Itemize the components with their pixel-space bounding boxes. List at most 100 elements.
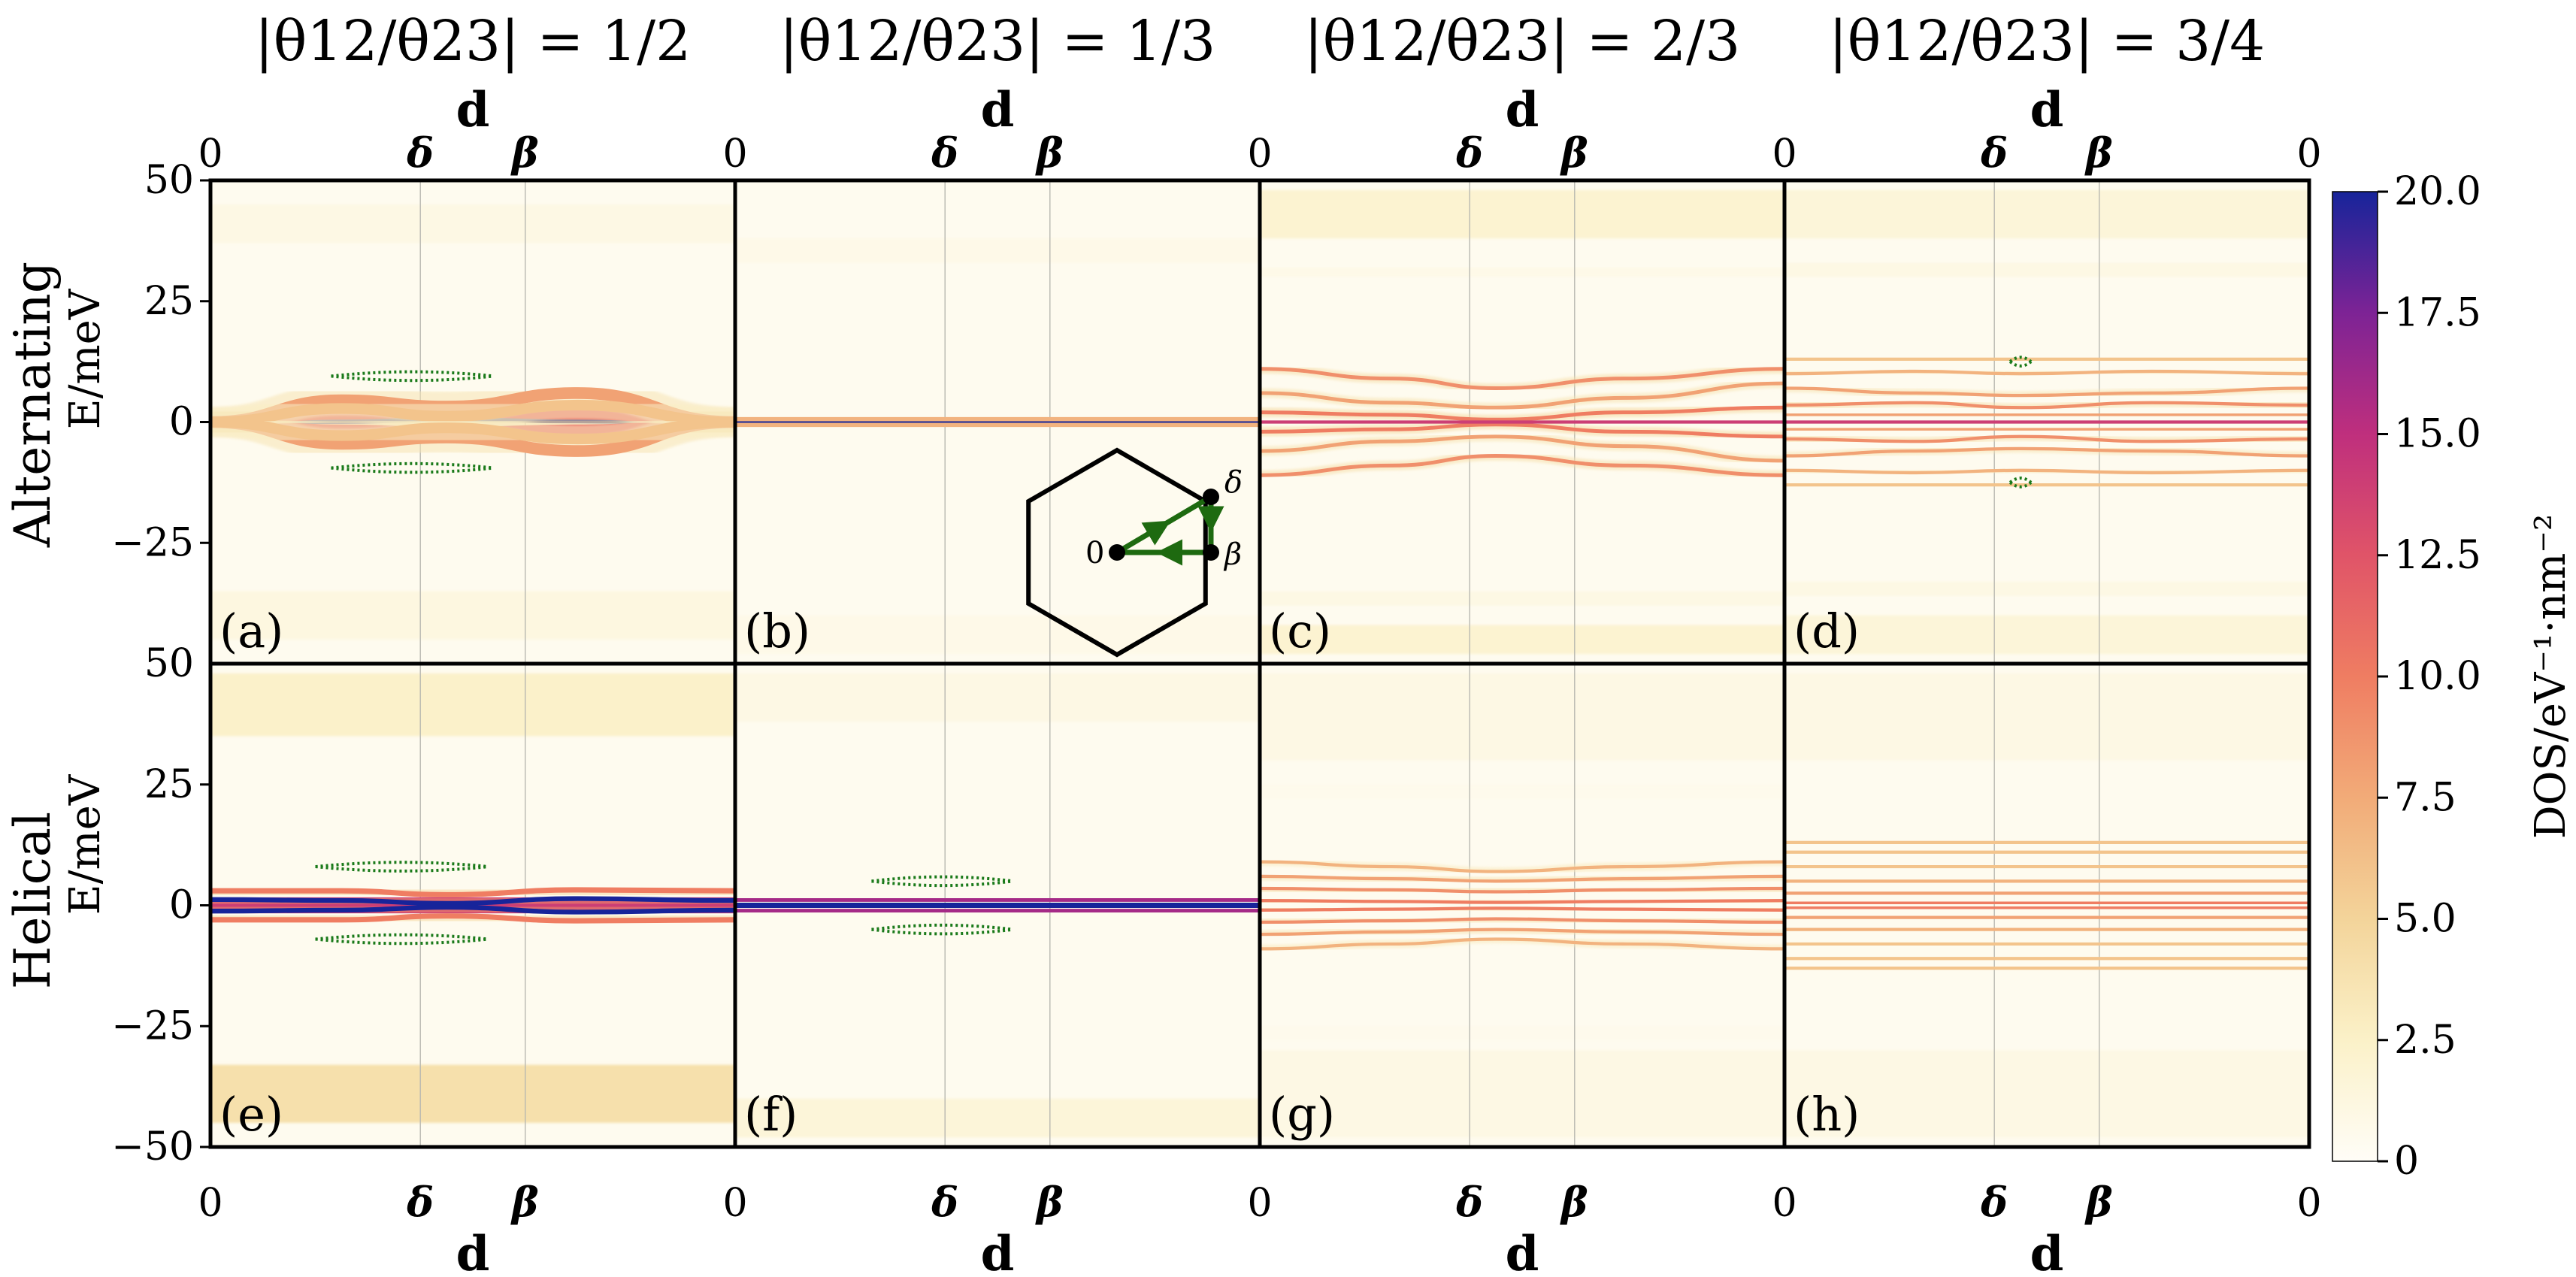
x-axis-label-top-4: d: [2030, 82, 2064, 138]
y-tick-label: −25: [111, 1003, 194, 1049]
dos-band: [735, 615, 1260, 655]
colorbar-tick-label: 10.0: [2394, 654, 2481, 699]
qp-gap-dots: [331, 466, 495, 474]
qp-gap-dots: [871, 879, 1014, 888]
panel-letter: (a): [219, 604, 283, 658]
column-title-1: |θ12/θ23| = 1/2: [255, 9, 691, 74]
energy-level: [1260, 454, 1784, 477]
energy-level: [1260, 860, 1784, 873]
x-tick-label-bottom: 0: [1772, 1181, 1797, 1226]
energy-level: [1784, 386, 2309, 398]
qp-gap-dots: [315, 933, 489, 941]
panel-letter: (b): [744, 604, 810, 658]
qp-gap-dots: [331, 370, 495, 378]
bz-point: [1203, 544, 1219, 561]
panel-h: (h): [1782, 661, 2311, 1149]
y-tick-label: 0: [169, 883, 194, 928]
dos-band: [210, 204, 735, 244]
energy-level: [1784, 446, 2309, 458]
x-tick-label-top: 0: [722, 132, 747, 177]
panel-c: (c): [1258, 178, 1787, 666]
qp-gap-dots: [315, 937, 489, 946]
panel-g: (g): [1258, 661, 1787, 1149]
x-tick-label-bottom: δ: [931, 1178, 958, 1226]
panel-letter: (g): [1269, 1087, 1335, 1142]
y-axis-label-bottom: E/meV: [61, 773, 110, 915]
bz-inset: 0 δ β: [1026, 447, 1243, 658]
qp-gap-dots: [2008, 477, 2033, 484]
x-axis-label-top-3: d: [1506, 82, 1539, 138]
panel-b: (b) 0 δ β: [733, 178, 1262, 666]
dos-band: [1260, 591, 1784, 606]
colorbar-tick-label: 0: [2394, 1139, 2419, 1184]
qp-gap-dots: [315, 865, 489, 873]
y-tick-label: −50: [111, 1124, 194, 1170]
x-tick-label-top: β: [1035, 129, 1064, 177]
colorbar-tick-label: 17.5: [2394, 290, 2481, 335]
dos-band: [1784, 673, 2309, 761]
x-axis-label-bottom-4: d: [2030, 1226, 2064, 1277]
qp-gap-dots: [2008, 356, 2033, 363]
qp-gap-dots: [871, 927, 1014, 936]
panel-letter: (e): [219, 1087, 283, 1142]
dos-band: [210, 591, 735, 640]
dos-band: [1260, 1050, 1784, 1138]
bz-point: [1109, 544, 1125, 561]
panel-d: (d): [1782, 178, 2311, 666]
energy-level: [1260, 917, 1784, 924]
x-tick-label-bottom: β: [1035, 1178, 1064, 1226]
energy-level: [1260, 898, 1784, 904]
dos-band: [735, 1098, 1260, 1138]
energy-level: [1260, 874, 1784, 883]
dos-band: [1260, 1026, 1784, 1041]
colorbar-label: DOS/eV⁻¹·nm⁻²: [2526, 514, 2575, 840]
x-axis-label-top-2: d: [981, 82, 1015, 138]
panel-letter: (h): [1794, 1087, 1860, 1142]
panels: (a) (b) 0 δ β (c) (d) (e) (f) (g) (h): [208, 178, 2311, 1149]
panel-f: (f): [733, 661, 1262, 1149]
colorbar-tick-label: 5.0: [2394, 897, 2456, 942]
x-tick-label-bottom: δ: [1980, 1178, 2008, 1226]
colorbar-tick-label: 15.0: [2394, 412, 2481, 457]
colorbar-tick-label: 12.5: [2394, 533, 2481, 578]
qp-gap-dots: [331, 461, 495, 470]
qp-gap-dots: [2008, 360, 2033, 368]
x-axis-label-top-1: d: [456, 82, 490, 138]
dos-band: [1784, 1050, 2309, 1138]
energy-level: [210, 887, 735, 897]
dos-band: [1260, 625, 1784, 655]
panel-letter: (f): [744, 1087, 798, 1142]
x-tick-label-top: δ: [931, 129, 958, 177]
energy-level: [1260, 906, 1784, 912]
x-tick-label-top: 0: [1247, 132, 1272, 177]
energy-level: [1784, 468, 2309, 475]
y-tick-label: −25: [111, 520, 194, 565]
energy-level: [1260, 937, 1784, 951]
dos-band: [1784, 581, 2309, 596]
panel-letter: (c): [1269, 604, 1331, 658]
energy-level: [1784, 401, 2309, 410]
column-titles: |θ12/θ23| = 1/2 d |θ12/θ23| = 1/3 d |θ12/θ23…: [255, 9, 2265, 138]
y-tick-label: 50: [144, 158, 194, 203]
panel-frame: [1782, 661, 2311, 1149]
y-tick-label: 50: [144, 641, 194, 686]
column-title-2: |θ12/θ23| = 1/3: [779, 9, 1215, 74]
x-tick-label-bottom: δ: [1455, 1178, 1483, 1226]
x-tick-label-top: β: [2084, 129, 2113, 177]
energy-level: [1260, 367, 1784, 390]
x-tick-label-top: δ: [1980, 129, 2008, 177]
energy-level: [1260, 381, 1784, 410]
dos-band: [1784, 615, 2309, 655]
colorbar-gradient: [2332, 191, 2378, 1162]
bz-point: [1203, 489, 1219, 505]
x-axis-label-bottom-1: d: [456, 1226, 490, 1277]
colorbar-tick-label: 2.5: [2394, 1018, 2456, 1063]
energy-level: [1260, 927, 1784, 937]
x-tick-label-top: δ: [1455, 129, 1483, 177]
axes: 50250−25250−25−505000δδββd00δδββd00δδββd…: [111, 129, 2321, 1277]
energy-level: [210, 904, 735, 915]
x-axis-label-bottom-3: d: [1506, 1226, 1539, 1277]
x-tick-label-top: 0: [1772, 132, 1797, 177]
y-axis-label-top: E/meV: [61, 288, 110, 429]
qp-gap-dots: [2008, 481, 2033, 489]
